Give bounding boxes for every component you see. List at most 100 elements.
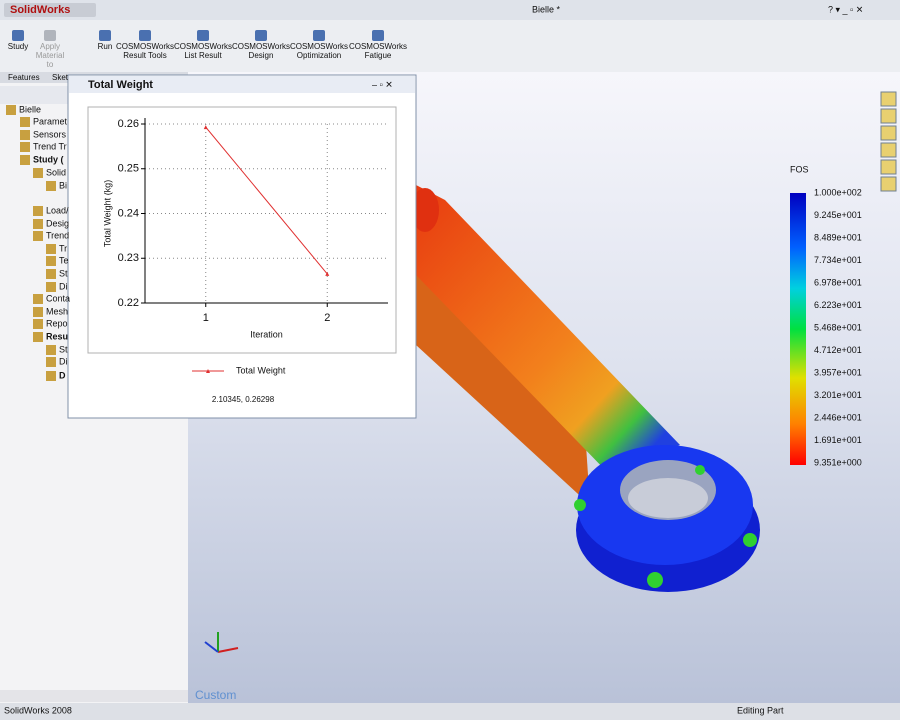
tree-item[interactable]: St	[59, 344, 68, 354]
toolbar-label[interactable]: COSMOSWorks	[116, 42, 174, 51]
toolbar-icon[interactable]	[372, 30, 384, 41]
fos-label: 7.734e+001	[814, 255, 862, 265]
tree-icon	[33, 307, 43, 317]
y-tick-label: 0.23	[118, 252, 139, 264]
panel-scrollbar	[0, 690, 188, 702]
toolbar-icon[interactable]	[255, 30, 267, 41]
window-title: Bielle *	[532, 4, 561, 14]
y-tick-label: 0.22	[118, 297, 139, 309]
fos-label: 3.957e+001	[814, 367, 862, 377]
task-icon[interactable]	[880, 125, 897, 141]
title-bar	[0, 0, 900, 20]
tree-item[interactable]: D	[59, 370, 66, 380]
boss	[411, 188, 439, 232]
tree-icon	[46, 282, 56, 292]
tree-item[interactable]: Desig	[46, 218, 69, 228]
tree-item[interactable]: Di	[59, 356, 68, 366]
fos-colorbar	[790, 193, 806, 465]
plot-frame	[87, 106, 397, 354]
toolbar-icon[interactable]	[12, 30, 24, 41]
tree-item[interactable]: Bi	[59, 180, 67, 190]
status-mode: Editing Part	[737, 705, 784, 715]
tree-item[interactable]: Paramet	[33, 116, 68, 126]
toolbar-label[interactable]: Fatigue	[365, 51, 392, 60]
window-controls[interactable]: – ▫ ✕	[372, 79, 393, 89]
point-marker	[203, 125, 208, 130]
fos-title: FOS	[790, 164, 809, 174]
help-icon[interactable]: ? ▾ _ ▫ ✕	[828, 4, 863, 14]
tree-item[interactable]: Repo	[46, 318, 68, 328]
toolbar-label[interactable]: COSMOSWorks	[174, 42, 232, 51]
x-axis-title: Iteration	[250, 329, 283, 339]
task-pane-icons	[880, 91, 897, 192]
x-tick-label: 1	[203, 312, 209, 324]
tree-item[interactable]: Study (	[33, 154, 64, 164]
logo-box	[4, 3, 96, 17]
tree-item[interactable]: St	[59, 268, 68, 278]
toolbar-label[interactable]: List Result	[184, 51, 222, 60]
legend-label: Total Weight	[236, 365, 286, 375]
tree-icon	[33, 219, 43, 229]
task-icon[interactable]	[880, 108, 897, 124]
toolbar-icon[interactable]	[313, 30, 325, 41]
model	[411, 185, 760, 592]
toolbar-icon[interactable]	[139, 30, 151, 41]
tree-item[interactable]: Trend Tr	[33, 141, 67, 151]
rod-side	[416, 270, 590, 505]
toolbar-label[interactable]: COSMOSWorks	[290, 42, 348, 51]
toolbar-label[interactable]: Optimization	[297, 51, 341, 60]
tree-icon	[20, 117, 30, 127]
tree-item[interactable]: Solid	[46, 167, 66, 177]
toolbar-label[interactable]: Result Tools	[123, 51, 166, 60]
y-axis-title: Total Weight (kg)	[102, 180, 112, 247]
tree-icon	[6, 105, 16, 115]
panel-tab[interactable]: Sket	[52, 73, 69, 82]
toolbar-label[interactable]: to	[47, 60, 54, 69]
fos-label: 1.691e+001	[814, 435, 862, 445]
tree-item[interactable]: Tr	[59, 243, 67, 253]
cursor-readout: 2.10345, 0.26298	[212, 395, 275, 404]
panel-tab[interactable]: Features	[8, 73, 40, 82]
fos-label: 1.000e+002	[814, 187, 862, 197]
fos-label: 2.446e+001	[814, 412, 862, 422]
ring-hole-floor	[628, 478, 708, 518]
tree-item[interactable]: Te	[59, 255, 69, 265]
chart-window-titlebar	[69, 76, 415, 93]
toolbar-label[interactable]: Design	[249, 51, 274, 60]
toolbar-label[interactable]: COSMOSWorks	[232, 42, 290, 51]
toolbar-label[interactable]: Material	[36, 51, 65, 60]
toolbar-icon[interactable]	[197, 30, 209, 41]
tree-item[interactable]: Resu	[46, 331, 68, 341]
tree-item[interactable]: Di	[59, 281, 68, 291]
fos-label: 9.245e+001	[814, 210, 862, 220]
task-icon[interactable]	[880, 176, 897, 192]
fos-label: 6.978e+001	[814, 277, 862, 287]
toolbar-label[interactable]: Run	[98, 42, 113, 51]
tree-item[interactable]: Mesh	[46, 306, 68, 316]
tree-item[interactable]: Sensors	[33, 129, 67, 139]
fos-label: 9.351e+000	[814, 457, 862, 467]
tree-item[interactable]: Conta	[46, 293, 70, 303]
tree-icon	[46, 357, 56, 367]
tree-icon	[46, 244, 56, 254]
task-icon[interactable]	[880, 142, 897, 158]
tree-item[interactable]: Load/	[46, 205, 69, 215]
toolbar-label[interactable]: Apply	[40, 42, 60, 51]
task-icon[interactable]	[880, 91, 897, 107]
tree-icon	[33, 319, 43, 329]
series-line	[205, 126, 328, 275]
toolbar-icon[interactable]	[44, 30, 56, 41]
status-bar	[0, 703, 900, 720]
fixture	[743, 533, 757, 547]
tree-item[interactable]: Bielle	[19, 104, 41, 114]
fixture	[695, 465, 705, 475]
toolbar-label[interactable]: COSMOSWorks	[349, 42, 407, 51]
task-icon[interactable]	[880, 159, 897, 175]
tree-item[interactable]: Trend	[46, 230, 69, 240]
tree-icon	[46, 269, 56, 279]
toolbar-icon[interactable]	[99, 30, 111, 41]
point-marker	[325, 271, 330, 276]
tree-icon	[33, 168, 43, 178]
toolbar-label[interactable]: Study	[8, 42, 28, 51]
tree-icon	[46, 345, 56, 355]
